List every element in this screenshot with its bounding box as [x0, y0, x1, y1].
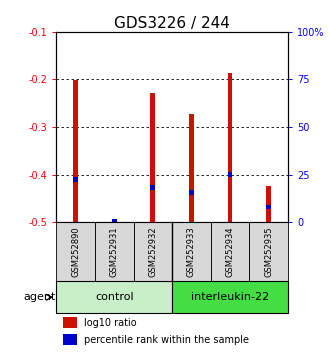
Bar	[56, 222, 95, 281]
Text: log10 ratio: log10 ratio	[84, 318, 137, 328]
Bar	[228, 73, 232, 222]
Bar	[189, 190, 194, 195]
Text: control: control	[95, 292, 133, 302]
Bar	[73, 177, 78, 182]
Bar	[228, 172, 232, 177]
Text: GSM252931: GSM252931	[110, 227, 119, 277]
Bar	[73, 80, 78, 222]
Text: GSM252933: GSM252933	[187, 227, 196, 277]
Text: GSM252934: GSM252934	[225, 227, 235, 277]
Bar	[151, 93, 155, 222]
Title: GDS3226 / 244: GDS3226 / 244	[114, 16, 230, 31]
Bar	[151, 185, 155, 190]
Text: percentile rank within the sample: percentile rank within the sample	[84, 335, 249, 345]
Bar	[211, 222, 249, 281]
Bar	[249, 222, 288, 281]
Bar	[63, 318, 77, 328]
Text: interleukin-22: interleukin-22	[191, 292, 269, 302]
Bar	[266, 205, 271, 209]
Bar	[95, 222, 133, 281]
Bar	[112, 219, 117, 224]
Text: agent: agent	[23, 292, 56, 302]
Bar	[56, 281, 172, 313]
Bar	[189, 114, 194, 222]
Text: GSM252932: GSM252932	[148, 227, 157, 277]
Bar	[133, 222, 172, 281]
Text: GSM252935: GSM252935	[264, 227, 273, 277]
Bar	[266, 187, 271, 222]
Bar	[172, 222, 211, 281]
Bar	[63, 335, 77, 345]
Bar	[172, 281, 288, 313]
Text: GSM252890: GSM252890	[71, 227, 80, 277]
